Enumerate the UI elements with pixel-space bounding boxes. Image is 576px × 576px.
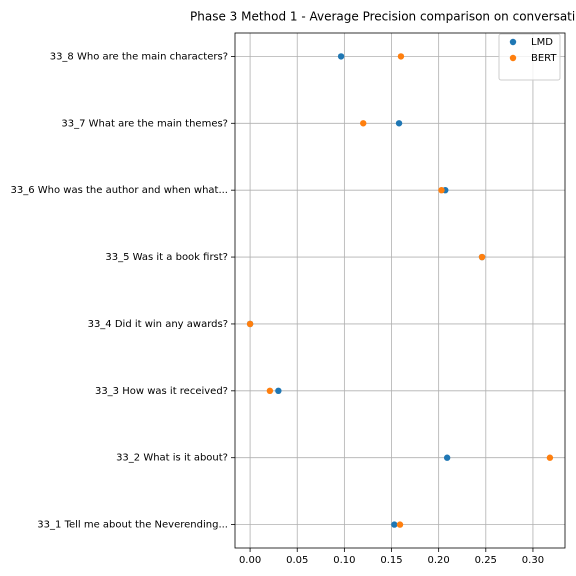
point [546,454,554,461]
point [246,320,254,328]
point [275,387,282,395]
legend-marker [509,38,517,46]
y-tick-label: 33_2 What is it about? [116,453,228,464]
y-tick-label: 33_7 What are the main themes? [61,118,228,129]
point [337,53,345,60]
x-tick-label: 0.20 [428,555,450,566]
legend-label: LMD [531,37,553,48]
point [438,186,445,194]
point [397,53,405,60]
y-tick-label: 33_5 Was it a book first? [105,252,228,263]
plot-frame [234,32,566,549]
x-tick-label: 0.10 [333,555,355,566]
x-tick-label: 0.00 [239,555,261,566]
x-tick-label: 0.15 [380,555,402,566]
legend-marker [509,54,517,62]
x-tick-label: 0.05 [286,555,308,566]
point [478,253,486,261]
y-tick-label: 33_1 Tell me about the Neverending... [37,520,228,531]
y-tick-label: 33_8 Who are the main characters? [50,51,228,62]
legend: LMD BERT [498,33,561,81]
y-tick-label: 33_6 Who was the author and when what... [11,185,229,196]
point [391,521,398,528]
point [396,521,404,528]
y-tick-label: 33_3 How was it received? [95,386,228,397]
x-tick-label: 0.25 [475,555,497,566]
point [360,120,367,127]
legend-label: BERT [531,53,557,64]
point [443,454,451,461]
point [266,387,274,395]
point [395,120,403,127]
legend-box [498,33,561,81]
x-tick-label: 0.30 [522,555,544,566]
y-tick-label: 33_4 Did it win any awards? [88,319,228,330]
chart-title: Phase 3 Method 1 - Average Precision com… [190,10,575,24]
